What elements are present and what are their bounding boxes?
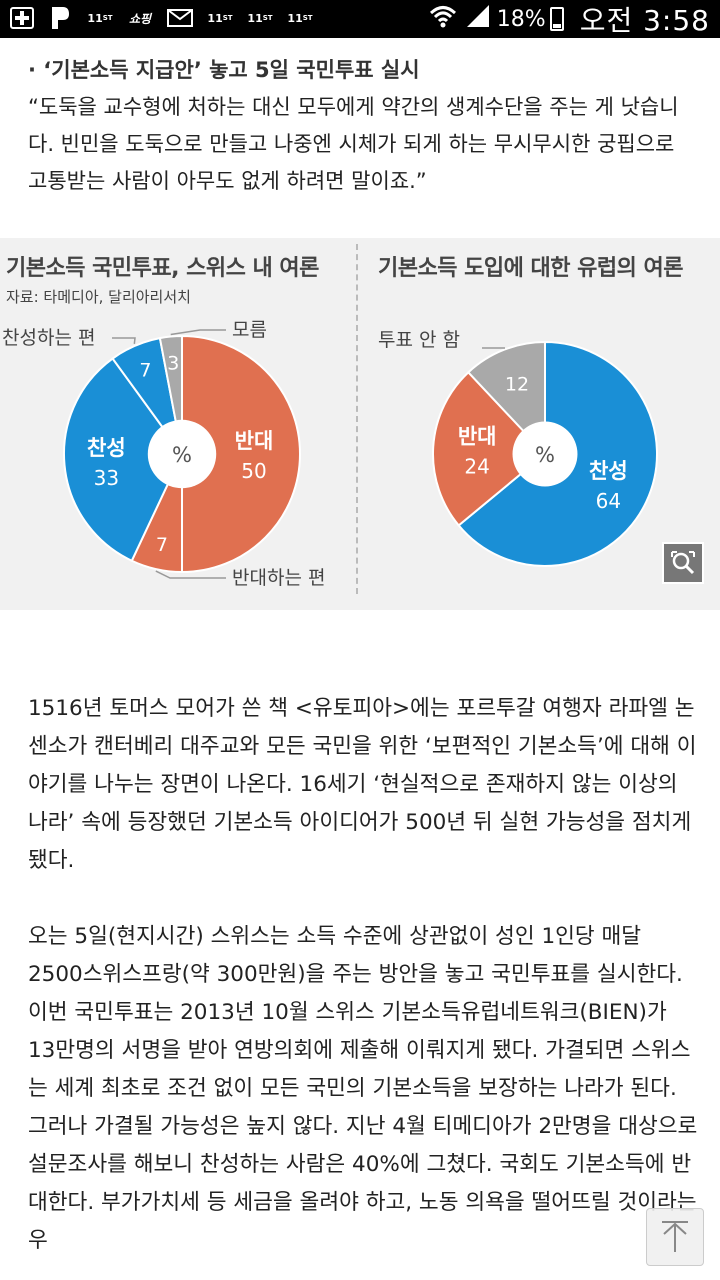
pie-center bbox=[512, 421, 578, 487]
clock: 오전 3:58 bbox=[579, 4, 710, 37]
pie-slice bbox=[181, 334, 301, 574]
pie-slice bbox=[466, 340, 546, 457]
callout-label: 모름 bbox=[232, 319, 267, 341]
pie-chart-swiss: 반대 50 7 반대하는 편 찬성 33 7 찬성하는 편 3 모름% bbox=[2, 319, 325, 589]
system-status: 18% 오전 3:58 bbox=[429, 0, 710, 38]
pie-slice-label: 반대 bbox=[458, 425, 497, 449]
pie-slice-label: 찬성 bbox=[589, 459, 628, 483]
zoom-button[interactable] bbox=[662, 542, 704, 584]
pie-chart-europe: 찬성 64 반대 24 12 투표 안 함% bbox=[378, 329, 658, 567]
plus-icon bbox=[10, 7, 34, 29]
article-body: 1516년 토머스 모어가 쓴 책 <유토피아>에는 포르투갈 여행자 라파엘 … bbox=[28, 690, 698, 1280]
shopping-icon: 쇼핑 bbox=[128, 11, 152, 26]
pie-slice-label: 찬성 bbox=[87, 436, 126, 460]
pie-slice-value: 24 bbox=[464, 455, 489, 479]
article-paragraph: 오는 5일(현지시간) 스위스는 소득 수준에 상관없이 성인 1인당 매달 2… bbox=[28, 924, 698, 1253]
scroll-top-button[interactable] bbox=[646, 1208, 704, 1266]
pie-slice-value: 50 bbox=[241, 459, 266, 483]
callout-line bbox=[170, 329, 226, 336]
11st-icon: 11 ST bbox=[287, 11, 313, 25]
chart1-title: 기본소득 국민투표, 스위스 내 여론 bbox=[6, 256, 319, 281]
pie-charts: 반대 50 7 반대하는 편 찬성 33 7 찬성하는 편 3 모름% 찬성 64 반대 24 12 투표 … bbox=[2, 319, 658, 589]
11st-icon: 11 ST bbox=[87, 11, 113, 25]
pie-slice-label: 반대 bbox=[235, 429, 274, 453]
zoom-icon bbox=[671, 551, 695, 575]
pie-slice-value: 7 bbox=[156, 534, 168, 556]
callout-label: 찬성하는 편 bbox=[2, 327, 95, 349]
pie-slice bbox=[432, 370, 547, 527]
pie-slice-value: 33 bbox=[94, 466, 119, 490]
arrow-up-icon bbox=[662, 1221, 688, 1252]
pie-slice-value: 7 bbox=[139, 360, 151, 382]
chart2-title: 기본소득 도입에 대한 유럽의 여론 bbox=[378, 256, 684, 281]
infographic: 기본소득 국민투표, 스위스 내 여론 자료: 타메디아, 달리아리서치 기본소… bbox=[0, 238, 720, 610]
article-quote: “도둑을 교수형에 처하는 대신 모두에게 약간의 생계수단을 주는 게 낫습니… bbox=[28, 95, 679, 193]
callout-label: 투표 안 함 bbox=[378, 329, 460, 351]
mail-icon bbox=[166, 4, 194, 32]
signal-icon bbox=[465, 3, 491, 35]
status-bar: 11 ST 쇼핑 11 ST 11 ST 11 ST 18% 오전 3:58 bbox=[0, 0, 720, 38]
article-intro: · ‘기본소득 지급안’ 놓고 5일 국민투표 실시 “도둑을 교수형에 처하는… bbox=[28, 52, 698, 200]
wifi-icon bbox=[429, 4, 457, 34]
pie-center bbox=[147, 419, 217, 489]
article-headline: · ‘기본소득 지급안’ 놓고 5일 국민투표 실시 bbox=[28, 58, 420, 82]
chart-divider bbox=[356, 244, 358, 594]
pie-slice-value: 3 bbox=[167, 352, 179, 374]
notification-icons: 11 ST 쇼핑 11 ST 11 ST 11 ST bbox=[10, 4, 326, 32]
pie-slice-value: 64 bbox=[596, 489, 621, 513]
battery-icon bbox=[549, 7, 564, 31]
callout-line bbox=[112, 337, 136, 344]
pie-center-label: % bbox=[535, 443, 555, 467]
pie-slice-value: 12 bbox=[505, 373, 529, 395]
11st-icon: 11 ST bbox=[207, 11, 233, 25]
battery-percent: 18% bbox=[496, 6, 546, 32]
pie-slice bbox=[63, 357, 184, 563]
pie-center-label: % bbox=[172, 443, 192, 467]
callout-line bbox=[155, 570, 226, 579]
chart1-source: 자료: 타메디아, 달리아리서치 bbox=[6, 288, 191, 306]
11st-icon: 11 ST bbox=[247, 11, 273, 25]
callout-label: 반대하는 편 bbox=[232, 567, 325, 589]
article-paragraph: 1516년 토머스 모어가 쓴 책 <유토피아>에는 포르투갈 여행자 라파엘 … bbox=[28, 696, 697, 873]
p-icon bbox=[46, 4, 74, 32]
